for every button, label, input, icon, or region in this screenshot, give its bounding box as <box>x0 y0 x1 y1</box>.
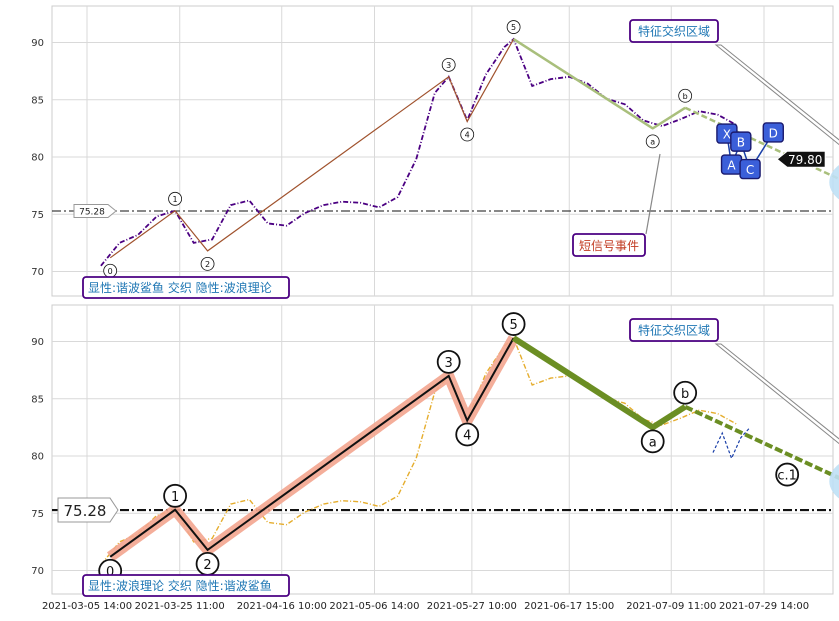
x-tick-label: 2021-06-17 15:00 <box>524 601 614 612</box>
wave-point-marker <box>436 349 461 374</box>
wave-point-label: 1 <box>173 195 178 204</box>
wave-point-label: a <box>650 137 655 146</box>
feature-label: 特征交织区域 <box>638 323 710 338</box>
wave-point-marker <box>200 256 215 271</box>
y-tick-label: 90 <box>31 337 44 348</box>
annotation-box <box>82 276 290 299</box>
harmonic-point-box <box>730 131 752 152</box>
plot-area <box>51 5 834 297</box>
wave-correction-line <box>511 335 687 431</box>
y-tick-label: 80 <box>31 153 44 164</box>
wave-point-label: 4 <box>463 429 471 444</box>
x-tick-label: 2021-07-09 11:00 <box>626 601 716 612</box>
wave-correction-line <box>512 38 686 130</box>
x-tick-label: 2021-05-27 10:00 <box>427 601 517 612</box>
wave-point-label: 5 <box>511 23 516 32</box>
wave-projection-line <box>684 404 839 481</box>
wave-impulse-line <box>109 38 515 259</box>
level-tag-label: 75.28 <box>79 208 105 218</box>
wave-point-marker <box>775 462 800 487</box>
price-series-line <box>100 37 737 267</box>
y-tick-label: 75 <box>31 210 44 221</box>
y-tick-label: 75 <box>31 509 44 520</box>
x-axis: 2021-03-05 14:00 2021-03-25 11:00 2021-04-… <box>42 601 809 612</box>
y-tick-label: 90 <box>31 38 44 49</box>
wave-point-marker <box>506 20 521 34</box>
annotation-box <box>82 574 290 597</box>
wave-point-marker <box>441 57 456 72</box>
y-tick-label: 80 <box>31 452 44 463</box>
wave-point-label: 2 <box>203 558 211 573</box>
x-tick-label: 2021-05-06 14:00 <box>329 601 419 612</box>
y-tick-label: 85 <box>31 95 44 106</box>
y-tick-label: 70 <box>31 267 44 278</box>
harmonic-point-box <box>762 122 784 143</box>
short-signal-label: 短信号事件 <box>579 239 639 253</box>
wave-point-label: 3 <box>446 61 451 70</box>
y-tick-label: 85 <box>31 394 44 405</box>
wave-point-label: 0 <box>106 565 114 580</box>
feature-label: 特征交织区域 <box>638 24 710 39</box>
wave-impulse-line <box>109 337 515 558</box>
feature-label-box <box>629 19 719 43</box>
y-tick-label: 70 <box>31 566 44 577</box>
wave-point-label: a <box>649 435 657 450</box>
bottom-panel: 707580859075.28012345abc.1c.2特征交织区域显性:波浪… <box>31 304 839 597</box>
x-tick-label: 2021-03-25 11:00 <box>135 601 225 612</box>
harmonic-point-label: X <box>723 128 731 142</box>
feature-label-box <box>629 318 719 342</box>
price-tag-label: 79.80 <box>788 153 822 167</box>
wave-point-marker <box>163 483 188 508</box>
harmonic-point-label: C <box>746 163 754 177</box>
target-zone-outer <box>829 463 839 499</box>
plot-area <box>51 304 834 595</box>
harmonic-point-box <box>739 158 761 180</box>
wave-point-label: b <box>683 92 688 101</box>
x-tick-label: 2021-04-16 10:00 <box>237 601 327 612</box>
top-panel: 707580859075.28012345abc.2XABCD79.80短信号事… <box>31 5 839 299</box>
wave-point-label: 5 <box>509 318 517 333</box>
harmonic-point-label: D <box>769 126 778 140</box>
wave-point-label: 4 <box>465 131 470 140</box>
price-series-line <box>100 336 737 566</box>
price-tag-shape <box>776 150 826 168</box>
short-signal-pointer <box>645 153 661 235</box>
wave-point-marker <box>640 429 665 454</box>
wave-point-marker <box>673 380 698 405</box>
harmonic-fragment-line <box>712 426 751 460</box>
wave-point-label: 0 <box>108 267 113 276</box>
harmonic-point-label: B <box>737 136 745 150</box>
feature-pointer <box>714 44 839 146</box>
wave-point-label: c.1 <box>777 469 797 484</box>
wave-point-label: 1 <box>171 490 179 505</box>
wave-point-label: 2 <box>205 260 210 269</box>
annotation-label: 显性:波浪理论 交织 隐性:谐波鲨鱼 <box>88 578 272 593</box>
level-tag-shape <box>57 497 119 523</box>
level-tag-shape <box>73 204 117 219</box>
x-tick-label: 2021-03-05 14:00 <box>42 601 132 612</box>
x-tick-label: 2021-07-29 14:00 <box>719 601 809 612</box>
wave-point-label: 3 <box>445 356 453 371</box>
wave-point-marker <box>455 422 480 447</box>
wave-point-marker <box>678 88 693 103</box>
harmonic-point-label: A <box>727 159 736 173</box>
wave-point-marker <box>460 127 475 142</box>
wave-point-label: b <box>681 387 689 402</box>
wave-point-marker <box>501 312 526 336</box>
short-signal-box <box>572 233 646 257</box>
feature-pointer <box>714 343 839 445</box>
target-zone-outer <box>829 164 839 200</box>
wave-point-marker <box>645 134 660 149</box>
wave-point-marker <box>168 191 183 206</box>
level-tag-label: 75.28 <box>64 502 107 520</box>
annotation-label: 显性:谐波鲨鱼 交织 隐性:波浪理论 <box>88 280 272 295</box>
